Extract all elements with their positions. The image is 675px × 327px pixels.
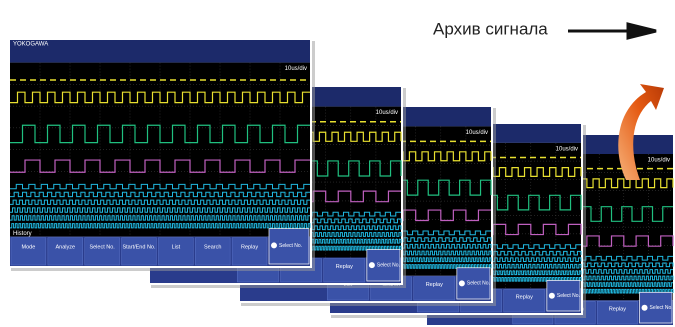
menu-label: List (172, 244, 181, 250)
screen: YOKOGAWA 10us/div History Mode Analyze Select… (8, 38, 315, 271)
trace (10, 92, 310, 102)
knob (642, 305, 648, 311)
timebase: 10us/div (376, 110, 398, 116)
menu-button (232, 238, 267, 265)
menu-label: Replay (336, 264, 353, 270)
menu-button (48, 238, 83, 265)
menu-button (504, 289, 545, 312)
timebase: 10us/div (466, 130, 488, 136)
arrow-right (568, 24, 656, 38)
caption: Архив сигнала (433, 19, 548, 38)
screens: 10us/div List Search Replay Select No. 10us/d… (8, 38, 675, 327)
menu-label: Analyze (55, 244, 75, 250)
menu-label: Replay (609, 306, 626, 312)
trace (10, 208, 310, 212)
menu-label: Mode (22, 244, 36, 250)
timebase: 10us/div (285, 66, 307, 72)
menu-label: Replay (426, 282, 443, 288)
trace (10, 160, 310, 172)
side-label: Select No. (467, 281, 490, 287)
menu-button (158, 238, 193, 265)
trace (10, 224, 310, 228)
menu-label: Replay (241, 244, 258, 250)
knob (369, 262, 375, 268)
menu-button (85, 238, 120, 265)
menu-button (195, 238, 230, 265)
knob (271, 242, 277, 248)
menu-label: Search (204, 244, 221, 250)
brand: YOKOGAWA (13, 42, 48, 48)
menu-label: Replay (516, 294, 533, 300)
menu-button (324, 259, 365, 282)
side-label: Select No. (650, 305, 673, 311)
tab: History (13, 231, 32, 237)
menu-button (11, 238, 46, 265)
knob (459, 280, 465, 286)
side-label: Select No. (377, 262, 400, 268)
header (10, 40, 310, 63)
timebase: 10us/div (648, 158, 670, 164)
menu-label: Start/End No. (122, 244, 155, 250)
menu-button (597, 301, 637, 324)
menu-button (414, 277, 455, 300)
menu-button (122, 238, 157, 265)
page: 10us/div List Search Replay Select No. 10us/d… (0, 0, 675, 327)
timebase: 10us/div (556, 146, 578, 152)
menu-label: Select No. (89, 244, 115, 250)
side-label: Select No. (279, 243, 302, 249)
knob (549, 293, 555, 299)
side-label: Select No. (557, 293, 580, 299)
